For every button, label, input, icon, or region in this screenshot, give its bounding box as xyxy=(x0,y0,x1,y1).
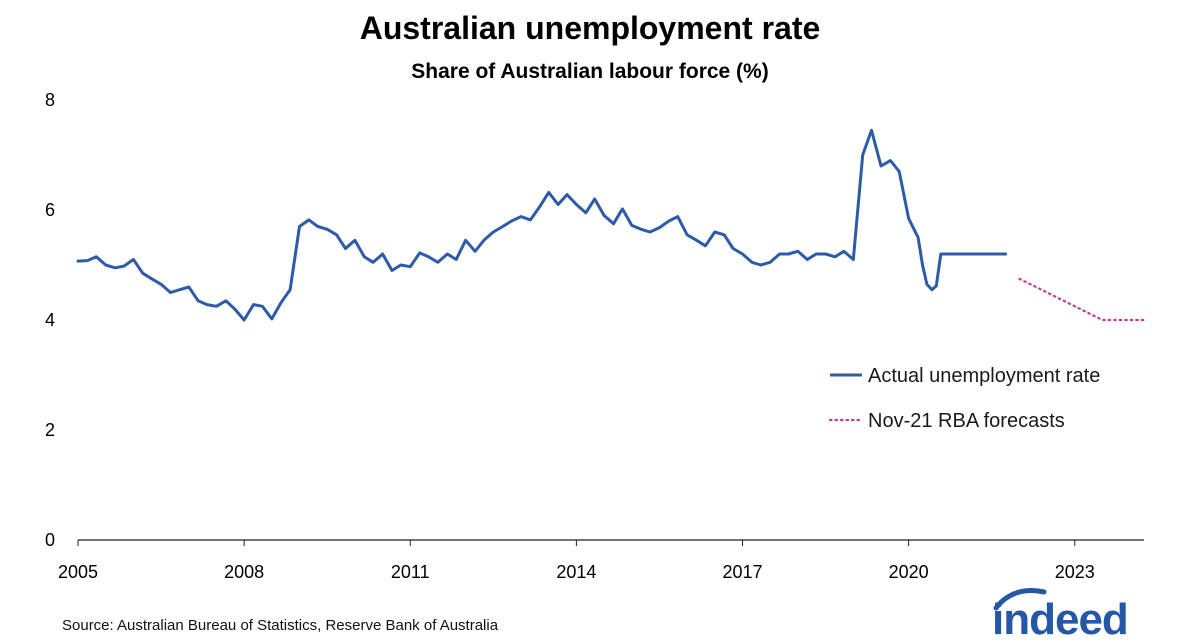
x-tick-label: 2005 xyxy=(58,562,98,582)
y-tick-label: 8 xyxy=(45,90,55,110)
chart-subtitle: Share of Australian labour force (%) xyxy=(411,60,769,83)
y-tick-label: 6 xyxy=(45,200,55,220)
axes: 0 2 4 6 8 2005 2008 2011 2014 2017 2020 2023 xyxy=(45,90,1144,582)
logo-wordmark: indeed xyxy=(992,595,1128,638)
legend-label-1: Nov-21 RBA forecasts xyxy=(868,410,1065,432)
series-group xyxy=(76,128,1146,322)
y-tick-label: 0 xyxy=(45,530,55,550)
source-note: Source: Australian Bureau of Statistics,… xyxy=(62,617,499,634)
y-tick-label: 4 xyxy=(45,310,55,330)
series-line-0 xyxy=(76,128,1008,322)
series-line-1 xyxy=(1018,277,1146,322)
chart-title: Australian unemployment rate xyxy=(359,10,821,46)
indeed-logo-mark: indeed xyxy=(992,588,1129,643)
x-tick-label: 2023 xyxy=(1055,562,1095,582)
x-tick-label: 2014 xyxy=(556,562,596,582)
x-tick-label: 2011 xyxy=(391,562,430,582)
x-tick-label: 2020 xyxy=(889,562,929,582)
x-tick-label: 2017 xyxy=(722,562,762,582)
x-tick-label: 2008 xyxy=(224,562,264,582)
legend: Actual unemployment rate Nov-21 RBA forec… xyxy=(828,365,1100,432)
legend-label-0: Actual unemployment rate xyxy=(868,365,1100,387)
indeed-logo: indeed xyxy=(990,586,1146,643)
y-tick-label: 2 xyxy=(45,420,55,440)
logo-arc xyxy=(993,588,1047,611)
